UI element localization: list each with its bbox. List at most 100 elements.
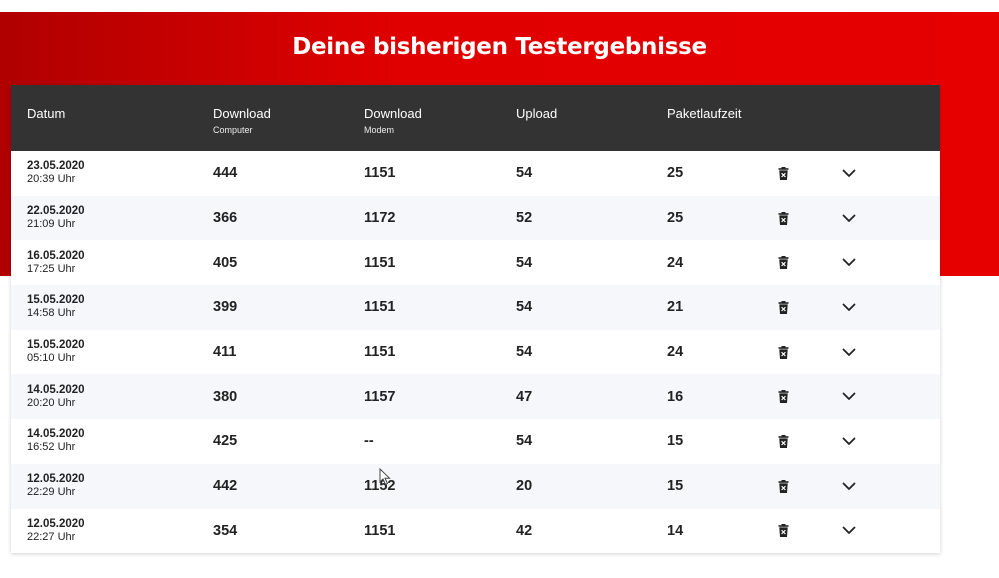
row-datetime: 12.05.2020 22:27 Uhr xyxy=(27,509,85,554)
row-download-computer: 399 xyxy=(213,299,238,316)
table-row: 23.05.2020 20:39 Uhr 444 1151 54 25 xyxy=(11,151,940,196)
row-download-modem: 1152 xyxy=(364,478,396,495)
chevron-down-icon[interactable] xyxy=(842,285,856,330)
row-download-computer: 354 xyxy=(213,522,238,539)
row-paketlaufzeit: 15 xyxy=(667,478,684,495)
trash-icon[interactable] xyxy=(778,509,789,554)
chevron-down-icon[interactable] xyxy=(842,151,856,196)
row-date: 22.05.2020 xyxy=(27,205,85,218)
trash-icon[interactable] xyxy=(778,285,789,330)
results-table: Datum Download Computer Download Modem U… xyxy=(11,85,940,554)
header-upload: Upload xyxy=(516,106,558,121)
row-upload: 54 xyxy=(516,254,533,271)
row-upload: 54 xyxy=(516,165,533,182)
trash-icon[interactable] xyxy=(778,330,789,375)
chevron-down-icon[interactable] xyxy=(842,419,856,464)
page-title: Deine bisherigen Testergebnisse xyxy=(292,34,707,60)
table-row: 12.05.2020 22:27 Uhr 354 1151 42 14 xyxy=(11,508,940,554)
row-date: 16.05.2020 xyxy=(27,249,85,262)
row-download-modem: 1172 xyxy=(364,210,396,227)
row-paketlaufzeit: 24 xyxy=(667,254,684,271)
row-download-modem: 1151 xyxy=(364,344,396,361)
row-time: 05:10 Uhr xyxy=(27,352,76,365)
row-upload: 54 xyxy=(516,433,533,450)
row-download-modem: -- xyxy=(364,433,374,450)
row-download-computer: 444 xyxy=(213,165,238,182)
row-upload: 20 xyxy=(516,478,533,495)
row-time: 20:20 Uhr xyxy=(27,396,76,409)
row-datetime: 22.05.2020 21:09 Uhr xyxy=(27,196,85,241)
row-download-computer: 411 xyxy=(213,344,237,361)
table-row: 15.05.2020 05:10 Uhr 411 1151 54 24 xyxy=(11,329,940,375)
mouse-cursor-icon xyxy=(379,468,391,486)
row-paketlaufzeit: 21 xyxy=(667,299,684,316)
trash-icon[interactable] xyxy=(778,196,789,241)
row-time: 17:25 Uhr xyxy=(27,262,76,275)
header-paketlaufzeit: Paketlaufzeit xyxy=(667,106,742,121)
row-time: 22:29 Uhr xyxy=(27,486,76,499)
trash-icon[interactable] xyxy=(778,464,789,509)
row-datetime: 14.05.2020 20:20 Uhr xyxy=(27,374,85,419)
row-time: 14:58 Uhr xyxy=(27,307,76,320)
chevron-down-icon[interactable] xyxy=(842,330,856,375)
row-time: 16:52 Uhr xyxy=(27,441,76,454)
row-download-computer: 380 xyxy=(213,388,238,405)
row-upload: 54 xyxy=(516,344,533,361)
trash-icon[interactable] xyxy=(778,240,789,285)
table-row: 15.05.2020 14:58 Uhr 399 1151 54 21 xyxy=(11,285,940,330)
row-download-computer: 366 xyxy=(213,210,238,227)
header-datum: Datum xyxy=(27,106,66,121)
table-body: 23.05.2020 20:39 Uhr 444 1151 54 25 22.05.2020… xyxy=(11,151,940,554)
header-download-computer: Download Computer xyxy=(213,106,271,135)
row-paketlaufzeit: 25 xyxy=(667,210,684,227)
row-date: 12.05.2020 xyxy=(27,517,85,530)
row-download-computer: 405 xyxy=(213,254,238,271)
chevron-down-icon[interactable] xyxy=(842,240,856,285)
row-download-computer: 442 xyxy=(213,478,238,495)
row-date: 14.05.2020 xyxy=(27,428,85,441)
row-date: 15.05.2020 xyxy=(27,339,85,352)
row-download-modem: 1151 xyxy=(364,522,396,539)
row-date: 23.05.2020 xyxy=(27,160,85,173)
row-time: 20:39 Uhr xyxy=(27,173,76,186)
chevron-down-icon[interactable] xyxy=(842,374,856,419)
table-row: 12.05.2020 22:29 Uhr 442 1152 20 15 xyxy=(11,463,940,509)
row-download-computer: 425 xyxy=(213,433,238,450)
row-upload: 47 xyxy=(516,388,533,405)
row-time: 21:09 Uhr xyxy=(27,218,76,231)
header-download-modem: Download Modem xyxy=(364,106,422,135)
row-upload: 42 xyxy=(516,522,533,539)
row-paketlaufzeit: 16 xyxy=(667,388,684,405)
table-row: 22.05.2020 21:09 Uhr 366 1172 52 25 xyxy=(11,195,940,241)
row-download-modem: 1151 xyxy=(364,254,396,271)
table-header: Datum Download Computer Download Modem U… xyxy=(11,85,940,151)
row-date: 15.05.2020 xyxy=(27,294,85,307)
row-datetime: 23.05.2020 20:39 Uhr xyxy=(27,151,85,196)
row-upload: 52 xyxy=(516,210,533,227)
row-time: 22:27 Uhr xyxy=(27,530,76,543)
row-paketlaufzeit: 24 xyxy=(667,344,684,361)
row-datetime: 12.05.2020 22:29 Uhr xyxy=(27,464,85,509)
chevron-down-icon[interactable] xyxy=(842,196,856,241)
trash-icon[interactable] xyxy=(778,151,789,196)
row-datetime: 16.05.2020 17:25 Uhr xyxy=(27,240,85,285)
chevron-down-icon[interactable] xyxy=(842,464,856,509)
row-datetime: 15.05.2020 05:10 Uhr xyxy=(27,330,85,375)
trash-icon[interactable] xyxy=(778,374,789,419)
row-datetime: 14.05.2020 16:52 Uhr xyxy=(27,419,85,464)
table-row: 14.05.2020 16:52 Uhr 425 -- 54 15 xyxy=(11,419,940,464)
row-upload: 54 xyxy=(516,299,533,316)
row-paketlaufzeit: 25 xyxy=(667,165,684,182)
row-download-modem: 1151 xyxy=(364,165,396,182)
trash-icon[interactable] xyxy=(778,419,789,464)
chevron-down-icon[interactable] xyxy=(842,509,856,554)
row-download-modem: 1151 xyxy=(364,299,396,316)
row-date: 12.05.2020 xyxy=(27,473,85,486)
table-row: 14.05.2020 20:20 Uhr 380 1157 47 16 xyxy=(11,374,940,420)
row-date: 14.05.2020 xyxy=(27,383,85,396)
row-paketlaufzeit: 15 xyxy=(667,433,684,450)
table-row: 16.05.2020 17:25 Uhr 405 1151 54 24 xyxy=(11,240,940,286)
row-paketlaufzeit: 14 xyxy=(667,522,684,539)
row-datetime: 15.05.2020 14:58 Uhr xyxy=(27,285,85,330)
row-download-modem: 1157 xyxy=(364,388,396,405)
